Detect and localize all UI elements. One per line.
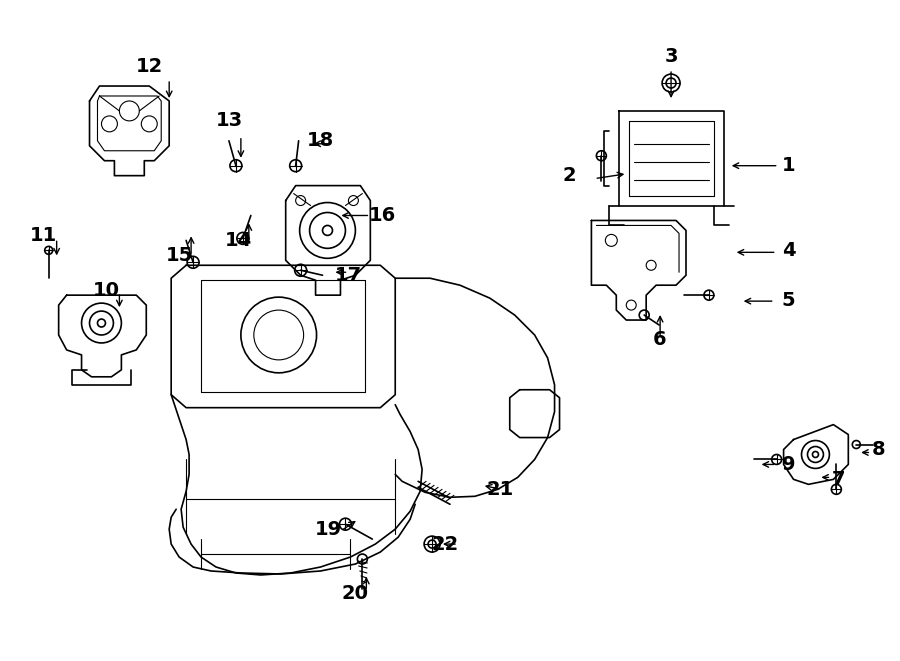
Text: 5: 5 <box>782 291 796 309</box>
Text: 12: 12 <box>136 57 163 75</box>
Text: 10: 10 <box>93 281 120 299</box>
Text: 13: 13 <box>215 112 242 130</box>
Text: 19: 19 <box>315 520 342 539</box>
Text: 7: 7 <box>832 470 845 489</box>
Text: 16: 16 <box>369 206 396 225</box>
Text: 18: 18 <box>307 132 334 150</box>
Text: 9: 9 <box>782 455 796 474</box>
Text: 1: 1 <box>782 156 796 175</box>
Text: 6: 6 <box>652 330 666 350</box>
Text: 4: 4 <box>782 241 796 260</box>
Text: 2: 2 <box>562 166 576 185</box>
Text: 3: 3 <box>664 47 678 65</box>
Text: 17: 17 <box>335 266 362 285</box>
Text: 21: 21 <box>486 480 513 499</box>
Text: 8: 8 <box>871 440 885 459</box>
Text: 14: 14 <box>225 231 253 250</box>
Text: 22: 22 <box>431 535 459 554</box>
Text: 20: 20 <box>342 584 369 603</box>
Text: 15: 15 <box>166 246 193 265</box>
Text: 11: 11 <box>30 226 58 245</box>
